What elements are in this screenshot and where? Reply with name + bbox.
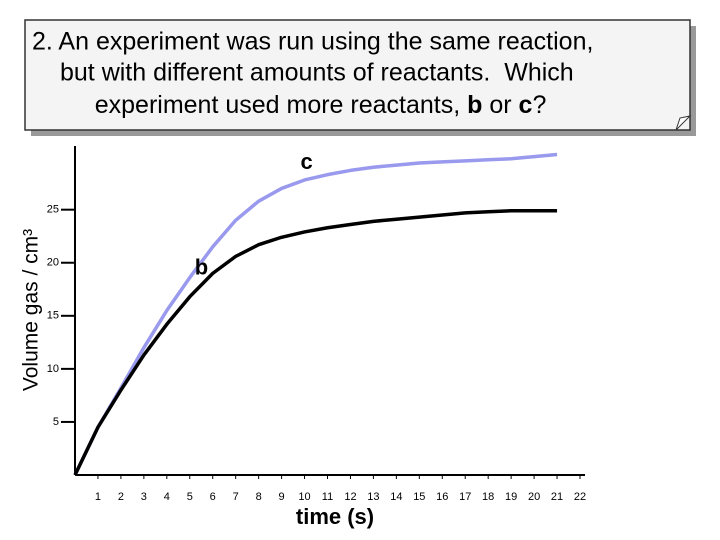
x-tick-label: 22 bbox=[574, 491, 586, 503]
x-tick-label: 4 bbox=[164, 491, 170, 503]
x-tick-label: 13 bbox=[367, 491, 379, 503]
x-tick-label: 17 bbox=[459, 491, 471, 503]
line-series bbox=[73, 152, 558, 476]
x-tick-label: 16 bbox=[436, 491, 448, 503]
y-tick-label: 10 bbox=[47, 363, 59, 375]
y-tick-label: 5 bbox=[53, 416, 59, 428]
series-label: b bbox=[195, 255, 208, 280]
x-tick-label: 2 bbox=[118, 491, 124, 503]
question-line: 2. An experiment was run using the same … bbox=[32, 28, 593, 56]
question-text: experiment used more reactants, bbox=[95, 91, 467, 119]
x-tick-label: 19 bbox=[505, 491, 517, 503]
x-tick-label: 1 bbox=[95, 491, 101, 503]
x-tick-label: 21 bbox=[551, 491, 563, 503]
x-axis-label: time (s) bbox=[296, 504, 374, 529]
x-tick-label: 15 bbox=[413, 491, 425, 503]
question-text: ? bbox=[532, 91, 546, 119]
series-label: c bbox=[301, 149, 313, 174]
question-option: c bbox=[519, 91, 533, 119]
x-tick-label: 12 bbox=[344, 491, 356, 503]
x-tick-label: 20 bbox=[528, 491, 540, 503]
x-tick-label: 18 bbox=[482, 491, 494, 503]
question-option: b bbox=[467, 91, 482, 119]
x-tick-label: 7 bbox=[233, 491, 239, 503]
y-axis-label: Volume gas / cm³ bbox=[20, 229, 43, 391]
x-tick-label: 5 bbox=[187, 491, 193, 503]
x-tick-label: 14 bbox=[390, 491, 402, 503]
x-tick-label: 9 bbox=[279, 491, 285, 503]
question-box bbox=[24, 19, 691, 131]
line-series bbox=[73, 208, 558, 476]
question-line: but with different amounts of reactants.… bbox=[60, 59, 574, 87]
x-tick-label: 8 bbox=[256, 491, 262, 503]
x-tick-label: 6 bbox=[210, 491, 216, 503]
page-curl bbox=[675, 115, 692, 131]
question-line: experiment used more reactants, b or c? bbox=[60, 91, 567, 119]
y-tick-label: 25 bbox=[47, 204, 59, 216]
x-tick-label: 11 bbox=[322, 491, 333, 503]
y-tick-label: 20 bbox=[47, 257, 59, 269]
question-text: or bbox=[482, 91, 518, 119]
x-tick-label: 10 bbox=[298, 491, 310, 503]
x-tick-label: 3 bbox=[141, 491, 147, 503]
y-tick-label: 15 bbox=[47, 310, 59, 322]
